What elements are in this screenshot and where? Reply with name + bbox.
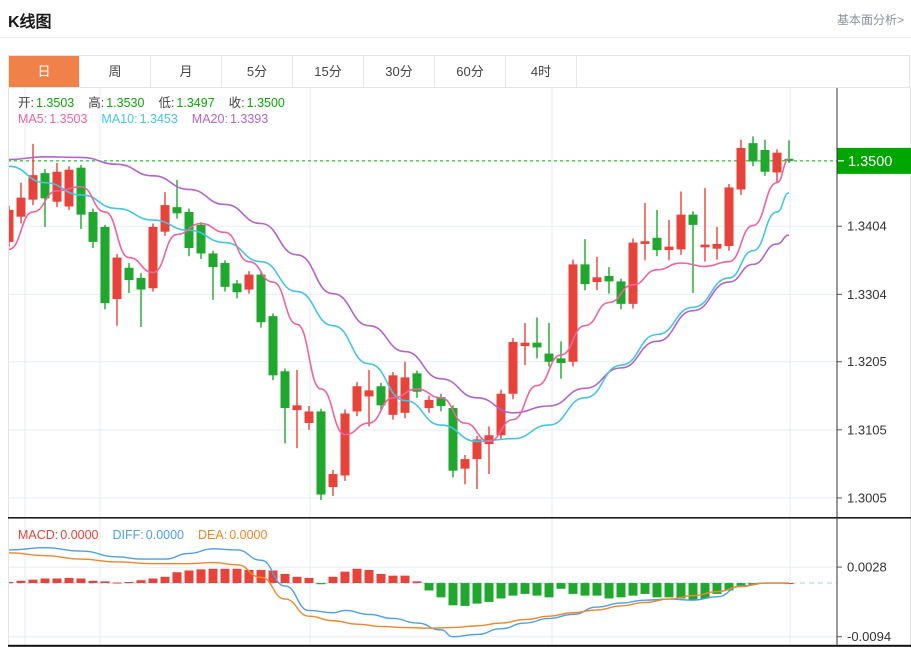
- period-tabbar: 日 周 月 5分 15分 30分 60分 4时: [8, 55, 910, 88]
- tab-month[interactable]: 月: [151, 56, 222, 87]
- current-price-label: 1.3500: [848, 154, 892, 170]
- kline-chart-svg[interactable]: 1.3404 1.3304 1.3205 1.3105 1.3005 0.0028 -0.0…: [8, 88, 911, 649]
- tab-15min[interactable]: 15分: [293, 56, 364, 87]
- axis-tick-label: 1.3005: [847, 490, 887, 505]
- page-title: K线图: [8, 14, 52, 31]
- chart-area[interactable]: 1.3404 1.3304 1.3205 1.3105 1.3005 0.0028 -0.0…: [8, 88, 911, 649]
- axis-tick-label: 1.3304: [847, 287, 887, 302]
- price-axis-layer: 1.3404 1.3304 1.3205 1.3105 1.3005 0.0028 -0.0…: [837, 219, 891, 644]
- axis-tick-label: -0.0094: [847, 629, 891, 644]
- tab-day[interactable]: 日: [9, 56, 80, 87]
- grid-layer: [8, 88, 837, 645]
- macd-histogram-layer: [8, 568, 794, 606]
- tab-week[interactable]: 周: [80, 56, 151, 87]
- axis-tick-label: 1.3404: [847, 219, 887, 234]
- tab-60min[interactable]: 60分: [435, 56, 506, 87]
- fundamental-analysis-link[interactable]: 基本面分析>: [836, 13, 904, 27]
- tab-30min[interactable]: 30分: [364, 56, 435, 87]
- ma-lines-layer: [8, 155, 790, 443]
- tab-5min[interactable]: 5分: [222, 56, 293, 87]
- axis-tick-label: 0.0028: [847, 560, 887, 575]
- page-header: K线图 基本面分析>: [0, 0, 911, 38]
- macd-lines-layer: [8, 546, 789, 638]
- candles-layer: [8, 136, 794, 500]
- reference-lines-layer: [8, 160, 837, 584]
- current-price-badge: 1.3500: [837, 147, 911, 174]
- axis-tick-label: 1.3105: [847, 422, 887, 437]
- tab-4hour[interactable]: 4时: [506, 56, 577, 87]
- axis-tick-label: 1.3205: [847, 354, 887, 369]
